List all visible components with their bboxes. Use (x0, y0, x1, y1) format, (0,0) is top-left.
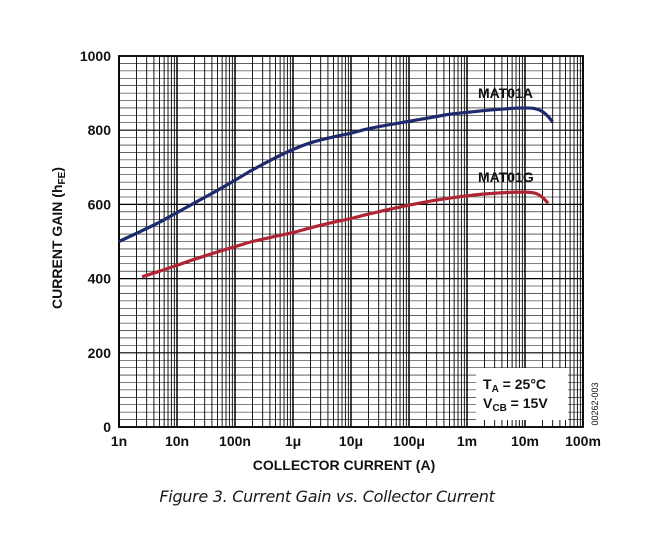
x-tick-labels: 1n 10n 100n 1μ 10μ 100μ 1m 10m 100m (111, 433, 601, 449)
series-label-mat01a: MAT01A (478, 85, 533, 101)
x-tick-label: 1n (111, 433, 127, 449)
series-layer (118, 106, 554, 279)
figure-code: 00262-003 (590, 382, 600, 425)
y-tick-labels: 0 200 400 600 800 1000 (80, 48, 111, 435)
y-tick-label: 800 (88, 122, 112, 138)
ta-condition: TA = 25°C (483, 376, 546, 395)
x-tick-label: 10m (511, 433, 539, 449)
vcb-condition: VCB = 15V (483, 395, 548, 414)
series-line-mat01a (118, 106, 554, 243)
y-tick-label: 1000 (80, 48, 111, 64)
y-tick-label: 0 (103, 419, 111, 435)
x-tick-label: 1μ (285, 433, 301, 449)
x-tick-label: 100μ (393, 433, 425, 449)
y-axis-title-sub: FE (57, 171, 68, 184)
y-axis-title-main: CURRENT GAIN (h (49, 185, 65, 309)
x-tick-label: 100m (565, 433, 601, 449)
series-line-mat01g (141, 190, 550, 279)
y-tick-label: 600 (88, 196, 112, 212)
y-axis-title: CURRENT GAIN (hFE) (49, 167, 68, 309)
y-axis-title-suffix: ) (49, 167, 65, 172)
conditions-box: TA = 25°C VCB = 15V (476, 368, 568, 420)
x-axis-title: COLLECTOR CURRENT (A) (253, 457, 436, 473)
x-tick-label: 10n (165, 433, 189, 449)
x-tick-label: 1m (457, 433, 477, 449)
x-tick-label: 10μ (339, 433, 363, 449)
y-tick-label: 200 (88, 345, 112, 361)
figure-caption: Figure 3. Current Gain vs. Collector Cur… (159, 487, 495, 506)
series-label-mat01g: MAT01G (478, 169, 534, 185)
x-tick-label: 100n (219, 433, 251, 449)
y-tick-label: 400 (88, 271, 112, 287)
